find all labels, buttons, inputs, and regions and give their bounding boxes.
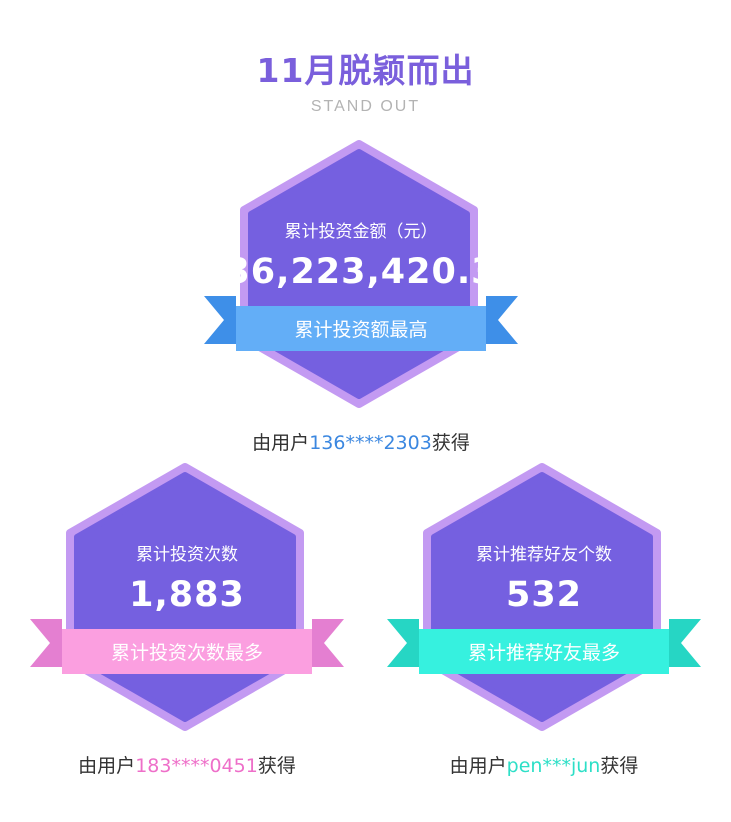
ribbon-band [236,306,486,351]
badge-investment-count: 累计投资次数 1,883 累计投资次数最多 [30,463,344,731]
page-subtitle: STAND OUT [310,98,421,115]
ribbon-tail-left [30,619,62,667]
hexagon-badge-shape [387,463,701,731]
ribbon-tail-right [669,619,701,667]
ribbon-tail-right [486,296,518,344]
badge-metric-value: 532 [505,575,583,615]
badge-metric-label: 累计投资次数 [136,545,238,565]
badge-metric-value: 36,223,420.3 [225,252,497,292]
badge-ribbon-label: 累计推荐好友最多 [467,642,620,664]
badge-metric-label: 累计投资金额（元） [284,222,438,242]
ribbon-band [419,629,669,674]
badge-owner-line: 由用户183****0451获得 [30,751,344,778]
badge-metric-value: 1,883 [129,575,245,615]
owner-id: pen***jun [506,755,601,777]
badge-referral-count: 累计推荐好友个数 532 累计推荐好友最多 [387,463,701,731]
hexagon-badge-shape [30,463,344,731]
owner-id: 183****0451 [135,755,258,777]
ribbon-tail-left [387,619,419,667]
owner-id: 136****2303 [309,432,432,454]
badge-owner-line: 由用户136****2303获得 [204,428,518,455]
owner-prefix: 由用户 [449,755,507,777]
badge-metric-label: 累计推荐好友个数 [476,545,612,565]
badge-ribbon-label: 累计投资次数最多 [110,642,263,664]
owner-prefix: 由用户 [78,755,136,777]
owner-suffix: 获得 [431,432,470,454]
page-title: 11月脱颖而出 [256,51,475,90]
badge-owner-line: 由用户pen***jun获得 [387,751,701,778]
owner-suffix: 获得 [600,755,639,777]
owner-suffix: 获得 [257,755,296,777]
ribbon-tail-right [312,619,344,667]
ribbon-band [62,629,312,674]
owner-prefix: 由用户 [252,432,310,454]
badge-investment-amount: 累计投资金额（元） 36,223,420.3 累计投资额最高 [204,140,518,408]
hexagon-badge-shape [204,140,518,408]
ribbon-tail-left [204,296,236,344]
badge-ribbon-label: 累计投资额最高 [294,319,428,341]
